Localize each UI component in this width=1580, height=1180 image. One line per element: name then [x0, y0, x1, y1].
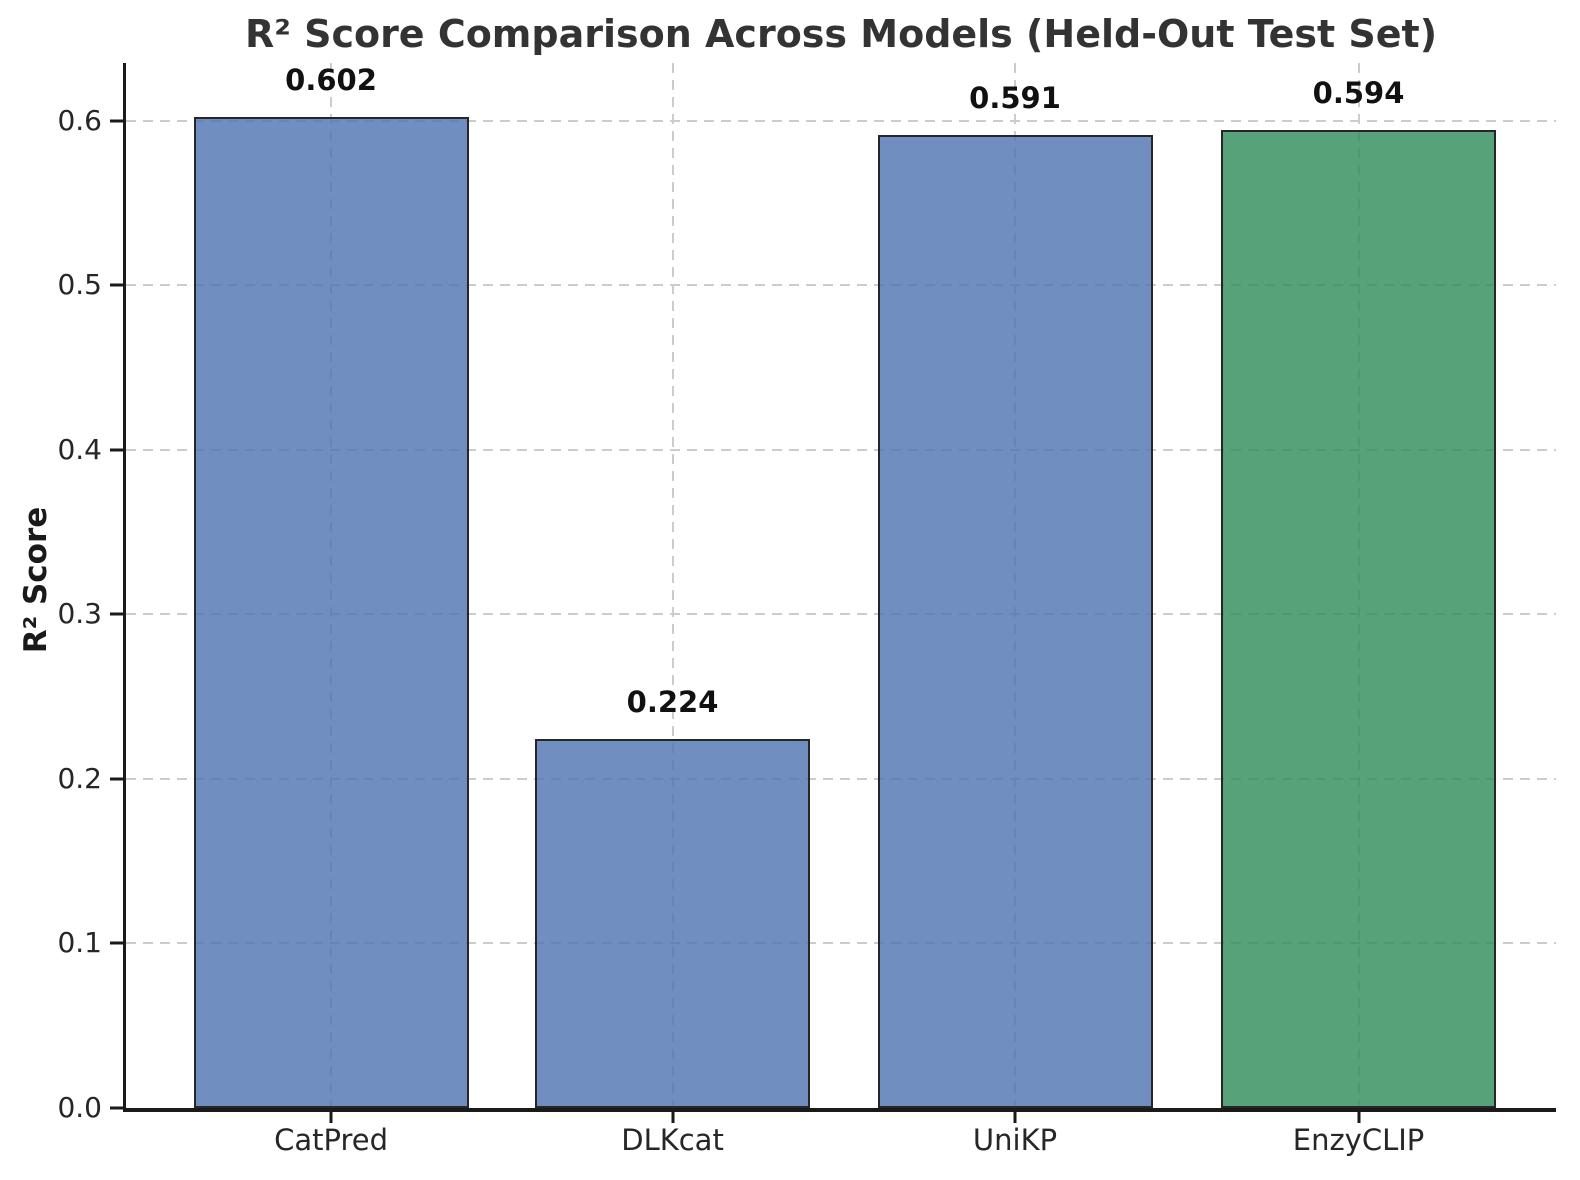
y-tick-mark [110, 283, 124, 287]
y-tick-label: 0.3 [57, 597, 102, 631]
x-axis-line [123, 1108, 1556, 1112]
y-tick-label: 0.1 [57, 926, 102, 960]
gridline-horizontal [126, 777, 1556, 780]
gridline-vertical [671, 63, 674, 1108]
y-tick-mark [110, 1106, 124, 1110]
bar-value-label-catpred: 0.602 [285, 63, 377, 98]
bar-catpred [193, 117, 469, 1108]
x-tick-mark [671, 1112, 675, 1123]
y-tick-mark [110, 941, 124, 945]
x-tick-mark [1013, 1112, 1017, 1123]
y-tick-label: 0.4 [57, 432, 102, 466]
y-tick-label: 0.0 [57, 1091, 102, 1124]
gridline-horizontal [126, 448, 1556, 451]
bar-enzyclip [1221, 130, 1496, 1108]
y-axis-tick-labels: 0.0 0.1 0.2 0.3 0.4 0.5 0.6 [0, 63, 102, 1121]
x-tick-label-catpred: CatPred [274, 1123, 388, 1157]
gridline-horizontal [126, 284, 1556, 287]
bar-dlkcat [535, 739, 811, 1108]
x-tick-label-enzyclip: EnzyCLIP [1292, 1123, 1425, 1157]
bar-value-label-unikp: 0.591 [969, 81, 1061, 116]
y-axis-line [123, 63, 126, 1112]
y-tick-label: 0.6 [57, 103, 102, 137]
chart-title: R² Score Comparison Across Models (Held-… [244, 12, 1438, 56]
y-tick-mark [110, 119, 124, 123]
y-axis-tick-marks [110, 63, 126, 1110]
x-tick-mark [1357, 1112, 1361, 1123]
x-tick-label-unikp: UniKP [972, 1123, 1058, 1157]
y-tick-mark [110, 448, 124, 452]
y-tick-mark [110, 612, 124, 616]
y-tick-mark [110, 777, 124, 781]
bar-value-label-enzyclip: 0.594 [1312, 76, 1405, 111]
x-tick-mark [329, 1112, 333, 1123]
gridline-horizontal [126, 613, 1556, 616]
bar-unikp [877, 135, 1153, 1108]
x-tick-label-dlkcat: DLKcat [621, 1123, 724, 1157]
y-tick-label: 0.5 [57, 268, 102, 302]
x-axis-tick-marks [126, 1112, 1556, 1123]
gridline-horizontal [126, 942, 1556, 945]
plot-area: 0.602 0.224 0.591 0.594 [126, 63, 1556, 1108]
y-tick-label: 0.2 [57, 761, 102, 795]
bar-value-label-dlkcat: 0.224 [626, 685, 719, 720]
gridline-horizontal [126, 119, 1556, 122]
x-axis-tick-labels: CatPred DLKcat UniKP EnzyCLIP [126, 1126, 1556, 1168]
